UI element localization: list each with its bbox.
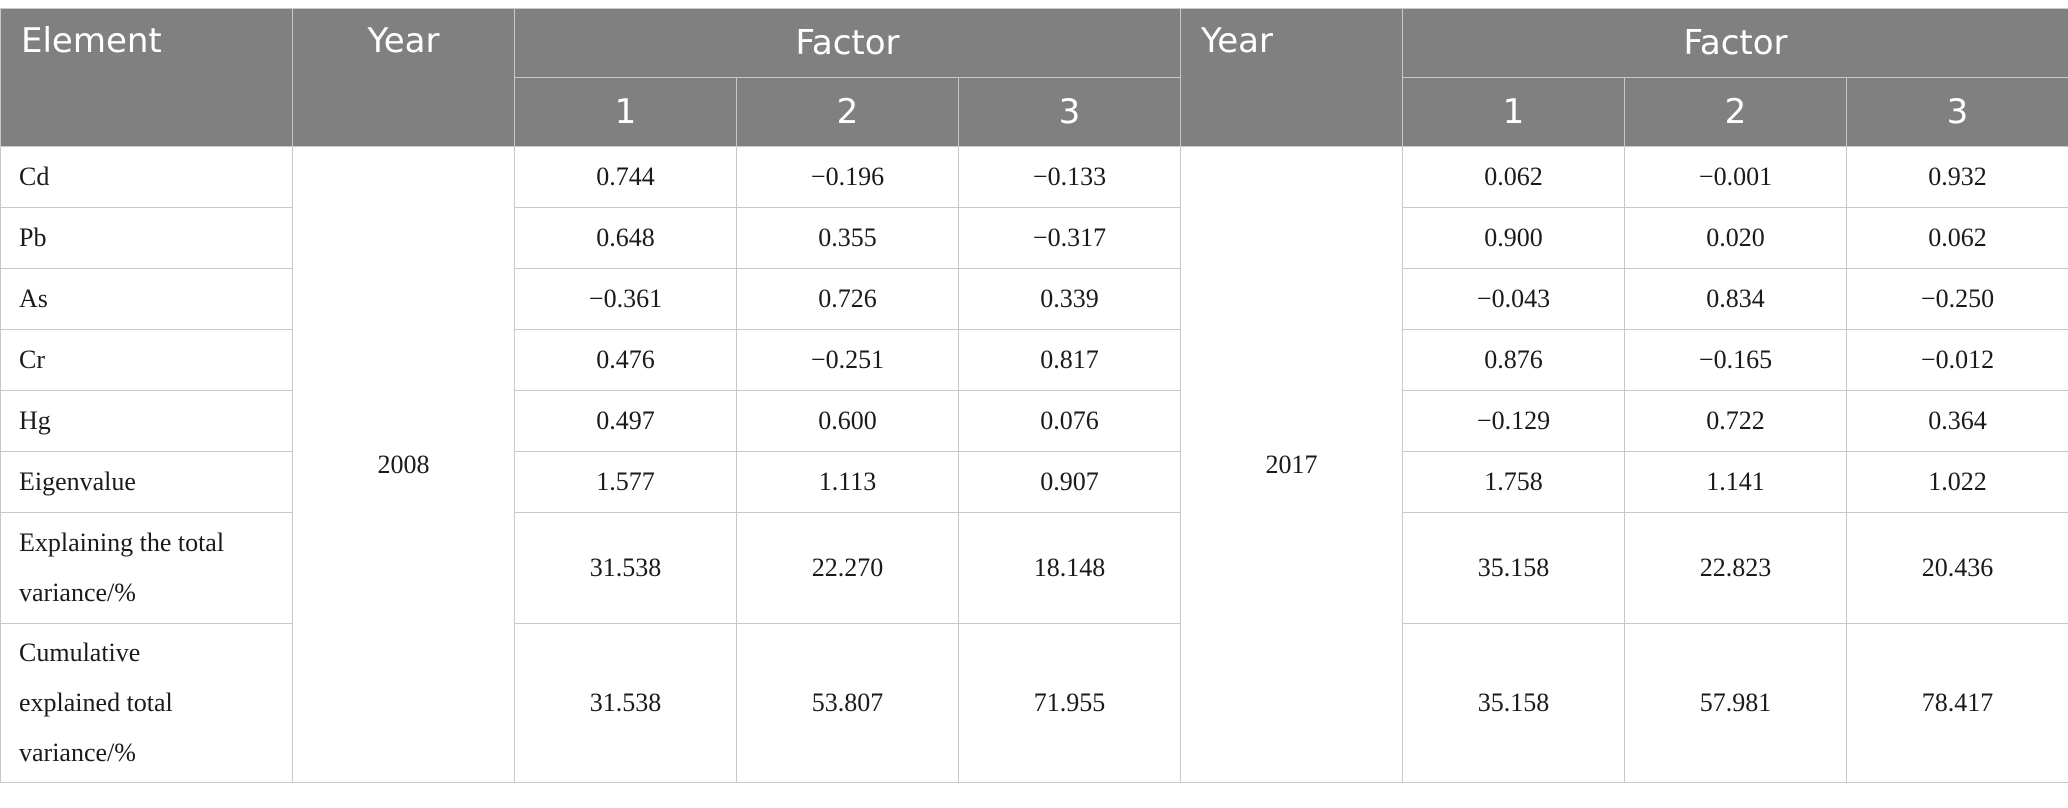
value-cell: 0.020 — [1624, 207, 1847, 269]
row-label-line: Cumulative — [19, 638, 141, 667]
value-cell: 35.158 — [1402, 512, 1625, 624]
value-cell: 31.538 — [514, 623, 737, 783]
row-label: Explaining the total variance/% — [0, 512, 293, 624]
value-cell: 0.355 — [736, 207, 959, 269]
year-cell-2008: 2008 — [292, 146, 515, 783]
value-cell: 0.076 — [958, 390, 1181, 452]
value-cell: 1.141 — [1624, 451, 1847, 513]
row-label: Hg — [0, 390, 293, 452]
row-label-line: variance/% — [19, 738, 136, 767]
table-row: Cd 2008 0.744 −0.196 −0.133 2017 0.062 −… — [0, 146, 2068, 783]
value-cell: 22.823 — [1624, 512, 1847, 624]
header-element: Element — [0, 8, 293, 147]
value-cell: 0.876 — [1402, 329, 1625, 391]
value-cell: −0.001 — [1624, 146, 1847, 208]
value-cell: −0.133 — [958, 146, 1181, 208]
value-cell: 0.834 — [1624, 268, 1847, 330]
value-cell: 78.417 — [1846, 623, 2068, 783]
value-cell: 53.807 — [736, 623, 959, 783]
table-row: Hg 0.497 0.600 0.076 −0.129 0.722 0.364 — [0, 390, 2068, 452]
header-factor-1: Factor — [514, 8, 1181, 78]
value-cell: 1.758 — [1402, 451, 1625, 513]
table-row: As −0.361 0.726 0.339 −0.043 0.834 −0.25… — [0, 268, 2068, 330]
table-row: Cumulative explained total variance/% 31.5… — [0, 623, 2068, 783]
value-cell: 71.955 — [958, 623, 1181, 783]
row-label: Pb — [0, 207, 293, 269]
factor-analysis-table: Element Year Factor Year Factor 1 2 3 1 … — [0, 8, 2068, 783]
value-cell: −0.250 — [1846, 268, 2068, 330]
value-cell: 0.907 — [958, 451, 1181, 513]
row-label: As — [0, 268, 293, 330]
value-cell: 22.270 — [736, 512, 959, 624]
value-cell: 1.022 — [1846, 451, 2068, 513]
header-factor-number: 1 — [1402, 77, 1625, 147]
row-label: Cumulative explained total variance/% — [0, 623, 293, 783]
value-cell: −0.361 — [514, 268, 737, 330]
value-cell: 0.648 — [514, 207, 737, 269]
value-cell: 0.817 — [958, 329, 1181, 391]
table-header: Element Year Factor Year Factor 1 2 3 1 … — [0, 8, 2068, 147]
value-cell: −0.043 — [1402, 268, 1625, 330]
value-cell: 0.497 — [514, 390, 737, 452]
value-cell: −0.129 — [1402, 390, 1625, 452]
table-row: Cr 0.476 −0.251 0.817 0.876 −0.165 −0.01… — [0, 329, 2068, 391]
value-cell: 0.900 — [1402, 207, 1625, 269]
value-cell: 0.744 — [514, 146, 737, 208]
row-label-line: Explaining the total — [19, 528, 225, 557]
value-cell: 1.113 — [736, 451, 959, 513]
header-factor-number: 2 — [1624, 77, 1847, 147]
value-cell: 0.932 — [1846, 146, 2068, 208]
row-label-line: explained total — [19, 688, 173, 717]
value-cell: −0.196 — [736, 146, 959, 208]
value-cell: −0.165 — [1624, 329, 1847, 391]
value-cell: 0.364 — [1846, 390, 2068, 452]
value-cell: −0.317 — [958, 207, 1181, 269]
value-cell: 20.436 — [1846, 512, 2068, 624]
value-cell: 0.726 — [736, 268, 959, 330]
year-cell-2017: 2017 — [1180, 146, 1403, 783]
value-cell: 18.148 — [958, 512, 1181, 624]
header-factor-number: 3 — [958, 77, 1181, 147]
row-label: Cd — [0, 146, 293, 208]
value-cell: −0.251 — [736, 329, 959, 391]
value-cell: 0.062 — [1846, 207, 2068, 269]
header-factor-number: 2 — [736, 77, 959, 147]
value-cell: 0.339 — [958, 268, 1181, 330]
header-year-2: Year — [1180, 8, 1403, 147]
header-factor-number: 3 — [1846, 77, 2068, 147]
value-cell: 31.538 — [514, 512, 737, 624]
header-year-1: Year — [292, 8, 515, 147]
value-cell: 35.158 — [1402, 623, 1625, 783]
value-cell: 0.600 — [736, 390, 959, 452]
table-row: Eigenvalue 1.577 1.113 0.907 1.758 1.141… — [0, 451, 2068, 513]
value-cell: 57.981 — [1624, 623, 1847, 783]
value-cell: 0.476 — [514, 329, 737, 391]
value-cell: −0.012 — [1846, 329, 2068, 391]
value-cell: 1.577 — [514, 451, 737, 513]
table-row: Explaining the total variance/% 31.538 22… — [0, 512, 2068, 624]
row-label: Eigenvalue — [0, 451, 293, 513]
value-cell: 0.062 — [1402, 146, 1625, 208]
row-label: Cr — [0, 329, 293, 391]
header-factor-number: 1 — [514, 77, 737, 147]
header-factor-2: Factor — [1402, 8, 2068, 78]
row-label-line: variance/% — [19, 578, 136, 607]
value-cell: 0.722 — [1624, 390, 1847, 452]
table-body: Cd 2008 0.744 −0.196 −0.133 2017 0.062 −… — [0, 146, 2068, 783]
